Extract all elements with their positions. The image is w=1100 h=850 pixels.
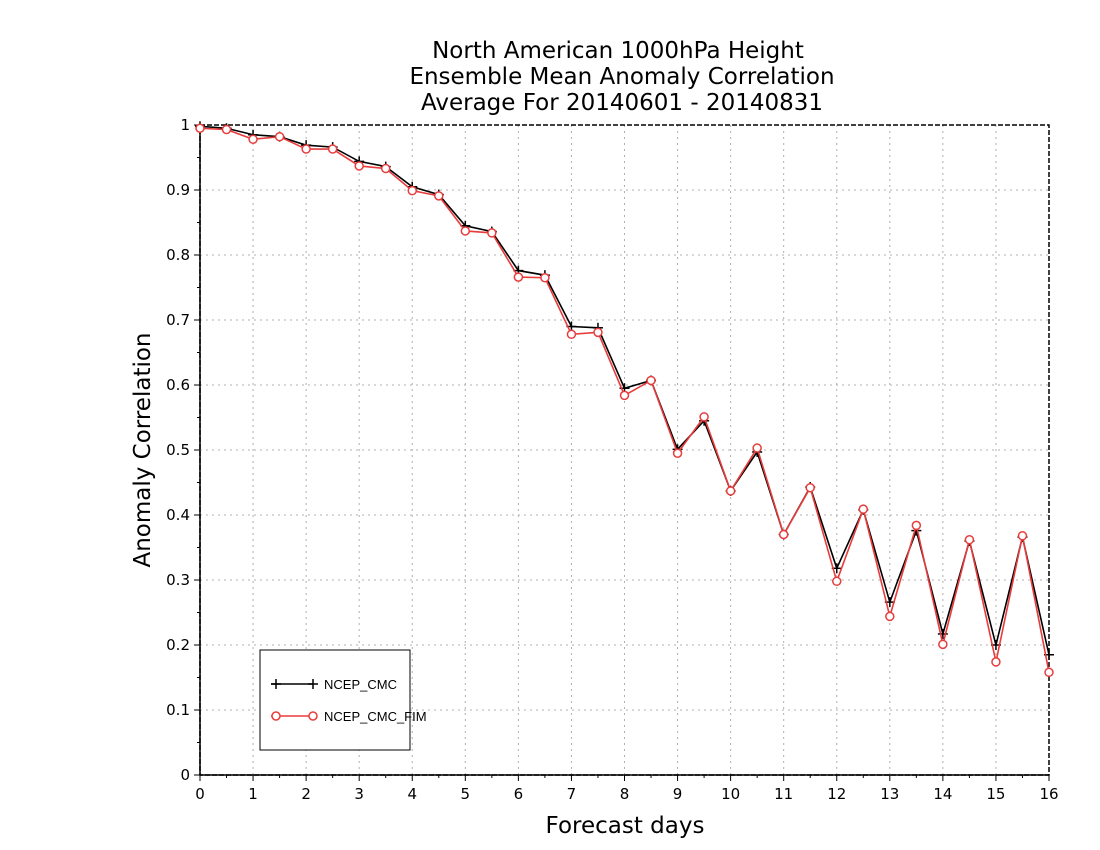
legend-marker	[308, 711, 318, 721]
x-tick-label: 7	[567, 785, 577, 803]
data-point	[911, 520, 922, 531]
data-point	[858, 504, 869, 514]
data-point	[248, 134, 258, 145]
data-point	[593, 327, 603, 338]
data-point	[487, 228, 497, 238]
grid	[200, 125, 1049, 775]
x-tick-label: 11	[774, 785, 793, 803]
legend-box	[259, 649, 411, 751]
legend-marker	[308, 679, 318, 689]
x-tick-label: 15	[986, 785, 1005, 803]
plot-area	[195, 121, 1054, 678]
data-point	[1044, 667, 1054, 678]
data-point	[540, 273, 550, 283]
legend: NCEP_CMC NCEP_CMC_FIM	[259, 649, 427, 751]
y-axis-title: Anomaly Correlation	[130, 332, 156, 567]
data-point	[407, 185, 417, 196]
data-point	[646, 375, 656, 386]
x-tick-label: 5	[461, 785, 471, 803]
y-tick-label: 0.8	[166, 246, 190, 264]
data-point	[195, 123, 205, 133]
x-tick-label: 8	[620, 785, 630, 803]
legend-marker	[271, 679, 281, 689]
data-point	[991, 657, 1001, 667]
y-tick-label: 0.6	[166, 376, 190, 394]
y-tick-label: 1	[180, 116, 190, 134]
data-point	[301, 144, 311, 154]
x-tick-label: 12	[827, 785, 846, 803]
chart-title-line-2: Ensemble Mean Anomaly Correlation	[409, 64, 834, 90]
y-tick-label: 0.5	[166, 441, 190, 459]
data-point	[380, 163, 391, 174]
data-point	[832, 576, 842, 587]
axes: 0 1 2 3 4 5 6 7 8 9 10 11 12 13 14 15 1600.10.20.30.40.5…	[166, 116, 1058, 803]
data-point	[513, 272, 524, 282]
data-point	[221, 124, 232, 135]
x-tick-label: 14	[933, 785, 952, 803]
y-tick-label: 0.2	[166, 636, 190, 654]
x-tick-label: 9	[673, 785, 683, 803]
series-ncep-cmc	[195, 121, 1054, 660]
y-tick-label: 0.7	[166, 311, 190, 329]
y-tick-label: 0.1	[166, 701, 190, 719]
data-point	[752, 443, 762, 453]
data-point	[460, 226, 471, 236]
legend-item: NCEP_CMC_FIM	[271, 709, 427, 724]
data-point	[274, 131, 285, 142]
x-tick-label: 0	[195, 785, 205, 803]
chart-title-line-3: Average For 20140601 - 20140831	[421, 90, 823, 116]
x-tick-label: 16	[1039, 785, 1058, 803]
data-point	[964, 534, 975, 545]
data-point	[327, 144, 338, 154]
x-tick-label: 6	[514, 785, 524, 803]
data-point	[699, 412, 709, 422]
data-point	[566, 329, 577, 340]
x-tick-label: 13	[880, 785, 899, 803]
y-tick-label: 0.9	[166, 181, 190, 199]
data-point	[885, 611, 895, 622]
series-ncep-cmc-fim	[195, 123, 1054, 678]
data-point	[938, 639, 948, 650]
legend-item: NCEP_CMC	[271, 677, 397, 692]
x-tick-label: 4	[407, 785, 417, 803]
data-point	[434, 191, 444, 201]
x-tick-label: 1	[248, 785, 258, 803]
y-tick-label: 0	[180, 766, 190, 784]
y-tick-label: 0.4	[166, 506, 190, 524]
x-tick-label: 3	[354, 785, 364, 803]
legend-label: NCEP_CMC	[324, 677, 397, 692]
data-point	[778, 529, 789, 540]
data-point	[725, 486, 736, 496]
chart-title-line-1: North American 1000hPa Height	[432, 38, 804, 64]
plot-frame	[199, 124, 1050, 776]
data-point	[1017, 531, 1028, 541]
x-tick-label: 10	[721, 785, 740, 803]
x-axis-title: Forecast days	[546, 813, 705, 839]
chart-title: North American 1000hPa Height Ensemble M…	[409, 38, 834, 116]
data-point	[672, 448, 683, 458]
y-tick-label: 0.3	[166, 571, 190, 589]
legend-label: NCEP_CMC_FIM	[324, 709, 427, 724]
data-point	[619, 390, 630, 401]
data-point	[354, 161, 364, 171]
legend-marker	[271, 711, 281, 721]
x-tick-label: 2	[301, 785, 311, 803]
data-point	[805, 482, 815, 493]
